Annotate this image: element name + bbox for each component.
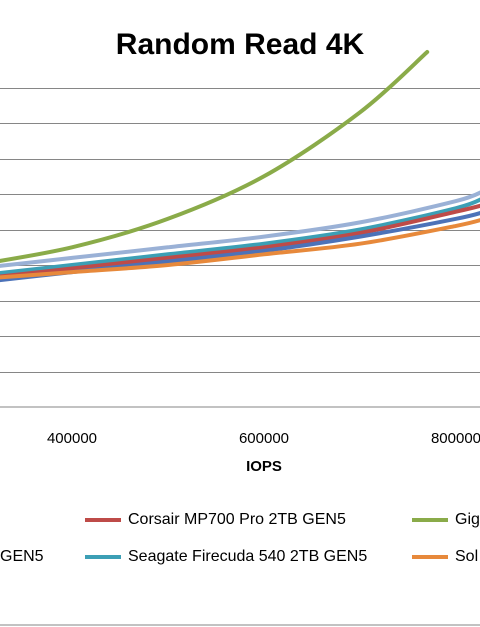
x-axis-label: IOPS <box>246 458 282 475</box>
chart-title: Random Read 4K <box>116 28 365 61</box>
x-tick-label: 800000 <box>431 430 480 447</box>
series-line <box>0 197 480 276</box>
legend: Corsair MP700 Pro 2TB GEN5 Gig GEN5 Seagate… <box>0 511 480 565</box>
legend-label: Gig <box>455 511 480 528</box>
x-tick-label: 600000 <box>239 430 289 447</box>
legend-label: Corsair MP700 Pro 2TB GEN5 <box>128 511 346 528</box>
series-line <box>0 218 480 280</box>
x-tick-label: 400000 <box>47 430 97 447</box>
x-tick-labels: 400000 600000 800000 <box>47 430 480 447</box>
legend-label: Seagate Firecuda 540 2TB GEN5 <box>128 548 367 565</box>
legend-label: GEN5 <box>0 548 44 565</box>
series-line <box>0 50 430 263</box>
series-line <box>0 190 480 268</box>
series-lines <box>0 50 480 283</box>
series-line <box>0 203 480 279</box>
legend-label: Sol <box>455 548 478 565</box>
